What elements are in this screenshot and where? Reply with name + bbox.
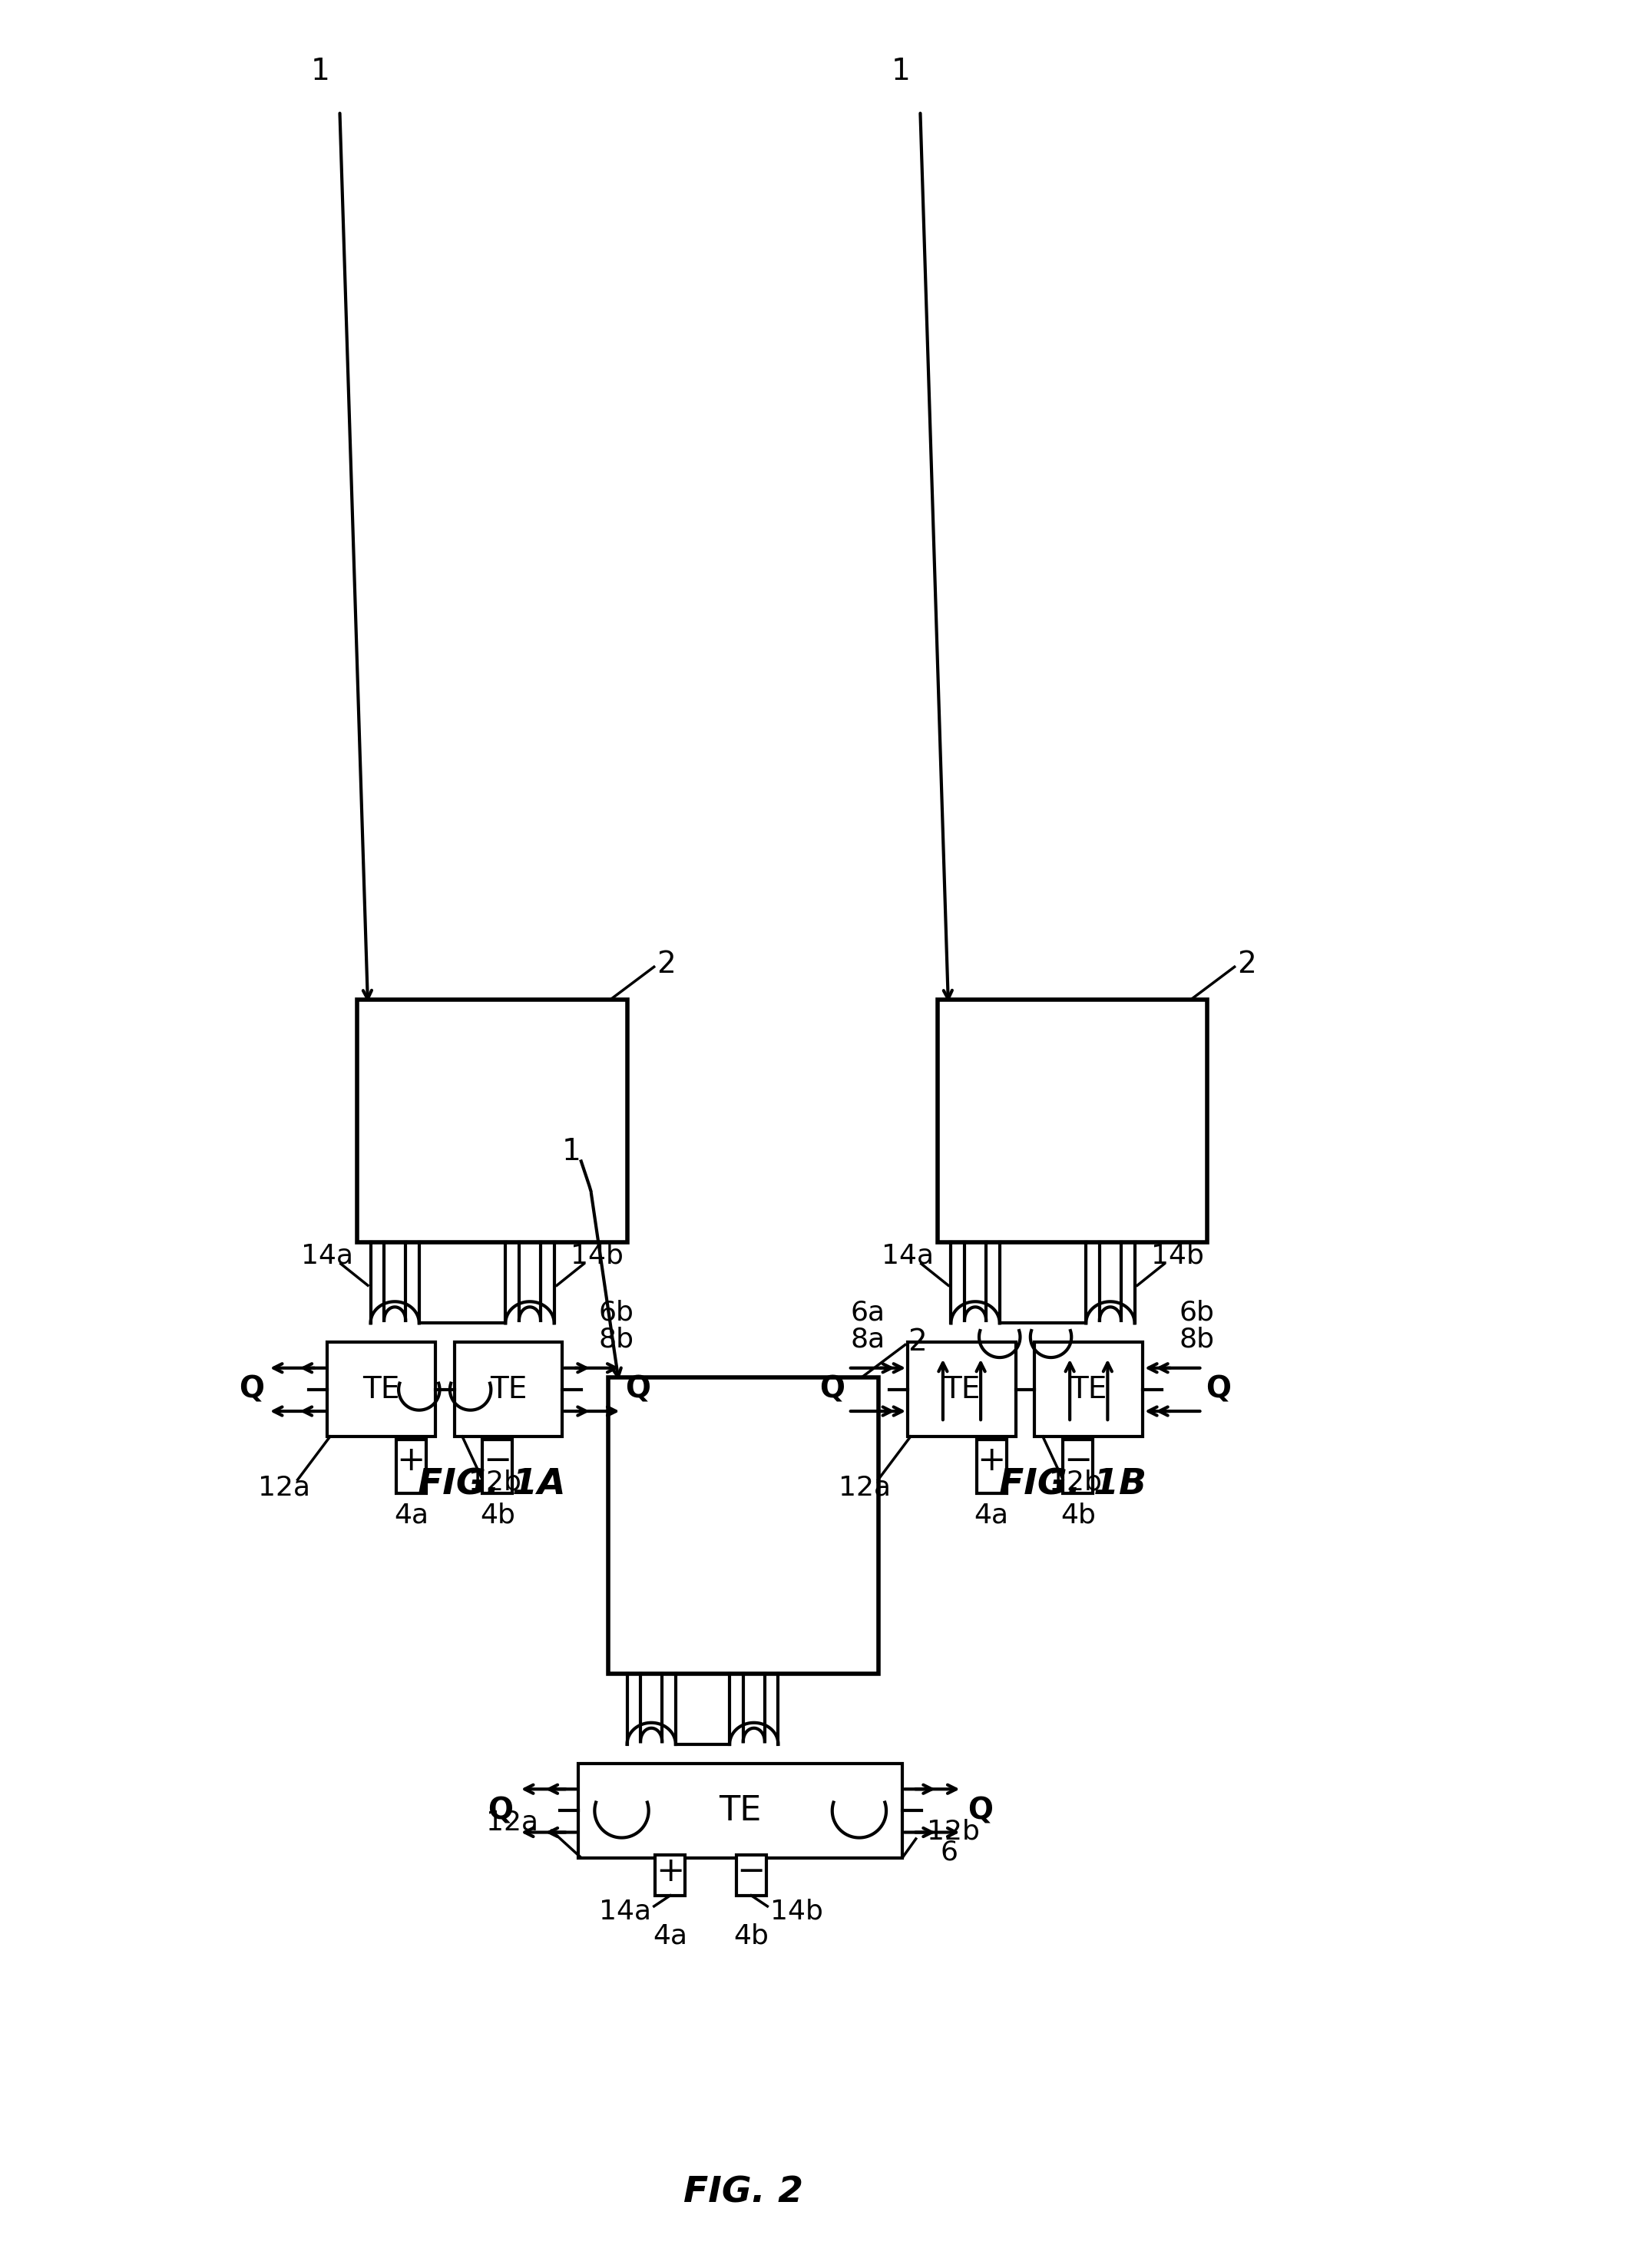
Text: +: +	[396, 1445, 426, 1476]
Bar	[908, 1343, 1015, 1436]
Text: 4a: 4a	[652, 1923, 687, 1948]
Text: +: +	[655, 1855, 685, 1887]
Text: 12a: 12a	[485, 1810, 538, 1835]
Text: 1: 1	[892, 57, 910, 86]
Bar	[977, 1440, 1007, 1492]
Text: 1: 1	[561, 1136, 581, 1166]
Text: Q: Q	[239, 1374, 264, 1404]
Text: FIG. 1B: FIG. 1B	[999, 1467, 1146, 1501]
Text: 4b: 4b	[733, 1923, 769, 1948]
Text: −: −	[484, 1445, 512, 1476]
Text: −: −	[1063, 1445, 1093, 1476]
Text: 6b: 6b	[1179, 1300, 1215, 1325]
Bar	[454, 1343, 563, 1436]
Text: TE: TE	[943, 1374, 981, 1404]
Text: 12b: 12b	[469, 1470, 522, 1495]
Text: 12a: 12a	[258, 1474, 310, 1501]
Text: Q: Q	[487, 1796, 513, 1826]
Text: 8a: 8a	[850, 1327, 885, 1352]
Text: 4a: 4a	[393, 1501, 428, 1529]
Text: 14a: 14a	[882, 1243, 934, 1268]
Text: 12a: 12a	[839, 1474, 892, 1501]
Bar	[655, 1855, 685, 1896]
Bar	[736, 1855, 766, 1896]
Bar	[396, 1440, 426, 1492]
Bar	[357, 1000, 627, 1243]
Text: 2: 2	[1237, 950, 1256, 980]
Text: 12b: 12b	[926, 1819, 979, 1844]
Text: FIG. 1A: FIG. 1A	[418, 1467, 566, 1501]
Text: 14a: 14a	[599, 1898, 652, 1926]
Text: 4b: 4b	[480, 1501, 515, 1529]
Text: 8b: 8b	[1179, 1327, 1215, 1352]
Text: Q: Q	[1205, 1374, 1232, 1404]
Text: Q: Q	[626, 1374, 650, 1404]
Text: 14b: 14b	[1151, 1243, 1204, 1268]
Text: 4b: 4b	[1060, 1501, 1096, 1529]
Text: 2: 2	[657, 950, 675, 980]
Bar	[578, 1762, 903, 1857]
Text: 14b: 14b	[769, 1898, 822, 1926]
Bar	[1035, 1343, 1142, 1436]
Bar	[1063, 1440, 1093, 1492]
Text: 6a: 6a	[850, 1300, 885, 1325]
Text: 6b: 6b	[599, 1300, 634, 1325]
Bar	[327, 1343, 436, 1436]
Text: Q: Q	[819, 1374, 845, 1404]
Bar	[482, 1440, 512, 1492]
Text: 14a: 14a	[300, 1243, 353, 1268]
Text: Q: Q	[967, 1796, 994, 1826]
Bar	[938, 1000, 1207, 1243]
Text: TE: TE	[490, 1374, 527, 1404]
Text: 8b: 8b	[599, 1327, 634, 1352]
Bar	[608, 1377, 878, 1674]
Text: 12b: 12b	[1048, 1470, 1101, 1495]
Text: 14b: 14b	[571, 1243, 624, 1268]
Text: +: +	[977, 1445, 1005, 1476]
Text: 2: 2	[908, 1327, 926, 1356]
Text: TE: TE	[1070, 1374, 1108, 1404]
Text: 4a: 4a	[974, 1501, 1009, 1529]
Text: 6: 6	[939, 1839, 958, 1864]
Text: −: −	[736, 1855, 766, 1887]
Text: TE: TE	[363, 1374, 400, 1404]
Text: 1: 1	[310, 57, 330, 86]
Text: TE: TE	[720, 1794, 761, 1828]
Text: FIG. 2: FIG. 2	[684, 2175, 802, 2209]
